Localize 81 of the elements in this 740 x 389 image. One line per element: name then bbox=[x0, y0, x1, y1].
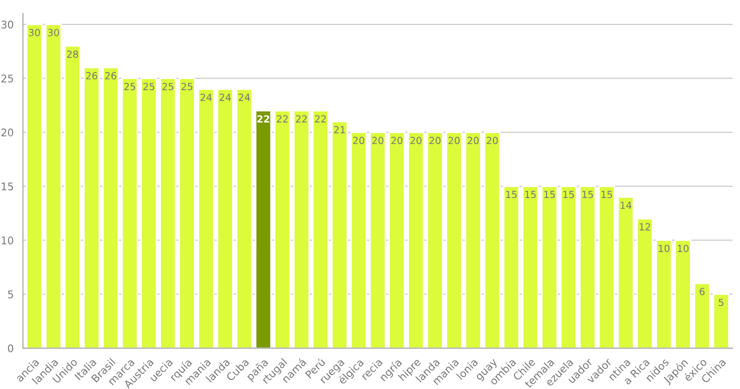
data-label: 26 bbox=[86, 72, 98, 80]
data-label: 20 bbox=[353, 136, 364, 144]
data-label: 20 bbox=[448, 136, 460, 144]
data-label: 15 bbox=[602, 190, 612, 198]
bar bbox=[160, 78, 176, 348]
bar bbox=[254, 110, 272, 348]
data-label: 25 bbox=[182, 82, 192, 90]
bar bbox=[140, 78, 158, 348]
data-label: 22 bbox=[276, 115, 288, 122]
data-label: 26 bbox=[105, 72, 116, 80]
data-label: 5 bbox=[718, 298, 724, 306]
bar bbox=[331, 120, 348, 348]
data-label: 24 bbox=[200, 94, 212, 101]
data-label: 10 bbox=[678, 244, 689, 252]
bar bbox=[464, 132, 482, 348]
data-label: 28 bbox=[67, 50, 78, 58]
bar bbox=[560, 186, 577, 348]
bar bbox=[388, 132, 406, 348]
data-label: 10 bbox=[658, 244, 670, 252]
bar bbox=[408, 132, 424, 348]
data-label: 15 bbox=[582, 190, 593, 198]
data-label: 15 bbox=[544, 190, 555, 198]
y-tick-label: 30 bbox=[1, 20, 14, 29]
bar bbox=[636, 218, 654, 348]
data-label: 15 bbox=[506, 190, 517, 198]
bar bbox=[198, 88, 214, 348]
bar bbox=[369, 132, 386, 348]
bar bbox=[598, 186, 616, 348]
bar bbox=[617, 196, 634, 348]
bar bbox=[293, 110, 310, 348]
data-label: 15 bbox=[563, 190, 574, 198]
data-label: 15 bbox=[525, 190, 536, 198]
y-tick-label: 5 bbox=[8, 290, 13, 298]
bar bbox=[216, 88, 234, 348]
data-label: 20 bbox=[410, 136, 422, 144]
bar bbox=[656, 240, 672, 348]
data-label: 14 bbox=[620, 202, 632, 209]
y-tick-label: 0 bbox=[8, 344, 14, 352]
data-label: 24 bbox=[220, 94, 231, 101]
bar bbox=[522, 186, 539, 348]
data-label: 30 bbox=[28, 28, 40, 36]
data-label: 25 bbox=[162, 82, 174, 90]
bar bbox=[26, 24, 43, 348]
data-label: 6 bbox=[700, 288, 705, 296]
bar bbox=[350, 132, 368, 348]
bar bbox=[45, 24, 62, 348]
bar bbox=[312, 110, 329, 348]
bar bbox=[446, 132, 462, 348]
data-label: 20 bbox=[372, 136, 384, 144]
data-label: 20 bbox=[430, 136, 441, 144]
bar bbox=[83, 66, 100, 348]
bar bbox=[541, 186, 558, 348]
bar bbox=[102, 66, 120, 348]
data-label: 20 bbox=[486, 136, 498, 144]
data-label: 22 bbox=[296, 115, 307, 122]
data-label: 24 bbox=[238, 94, 250, 101]
data-label: 25 bbox=[124, 82, 136, 90]
bar bbox=[178, 78, 196, 348]
bar bbox=[579, 186, 596, 348]
y-tick-label: 15 bbox=[2, 182, 13, 190]
data-label: 20 bbox=[468, 136, 479, 144]
bar bbox=[712, 294, 730, 348]
y-tick-label: 10 bbox=[2, 236, 14, 244]
data-label: 12 bbox=[640, 223, 650, 230]
bar bbox=[674, 240, 692, 348]
bar bbox=[236, 88, 253, 348]
data-label: 22 bbox=[257, 115, 270, 122]
data-label: 30 bbox=[48, 28, 60, 36]
bar bbox=[274, 110, 291, 348]
data-label: 21 bbox=[334, 126, 345, 134]
data-label: 25 bbox=[143, 82, 154, 90]
bar bbox=[121, 78, 138, 348]
data-label: 20 bbox=[391, 136, 402, 144]
bar bbox=[64, 45, 81, 348]
bar bbox=[484, 132, 501, 348]
bar bbox=[694, 282, 710, 348]
y-tick-label: 20 bbox=[1, 128, 14, 136]
bar bbox=[502, 186, 520, 348]
bar bbox=[426, 132, 444, 348]
y-tick-label: 25 bbox=[1, 74, 13, 82]
data-label: 22 bbox=[315, 115, 326, 122]
